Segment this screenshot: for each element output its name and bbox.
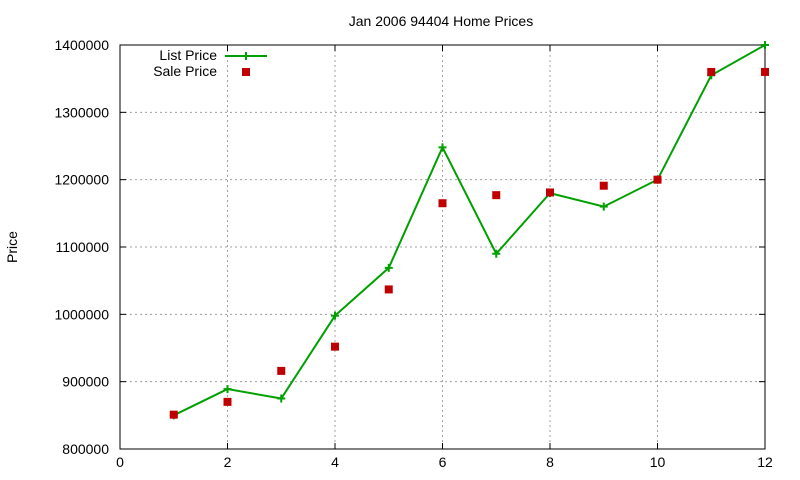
y-tick-label: 1200000 xyxy=(54,172,109,188)
x-tick-label: 4 xyxy=(331,454,339,470)
y-axis-title: Price xyxy=(4,231,20,263)
x-tick-label: 8 xyxy=(546,454,554,470)
y-tick-label: 1300000 xyxy=(54,104,109,120)
sale-price-point xyxy=(331,342,339,351)
y-tick-label: 1100000 xyxy=(56,239,110,255)
legend-label-sale-price: Sale Price xyxy=(153,63,217,79)
sale-price-point xyxy=(277,366,286,375)
y-tick-label: 800000 xyxy=(62,441,109,457)
list-price-point xyxy=(761,41,769,49)
sale-price-point xyxy=(438,199,447,208)
sale-price-point xyxy=(761,67,769,76)
gridlines xyxy=(120,45,765,449)
sale-price-point xyxy=(492,191,501,200)
list-price-point xyxy=(438,143,447,152)
axis-ticks xyxy=(119,44,766,450)
list-price-point xyxy=(492,249,501,258)
sale-price-point xyxy=(707,67,716,76)
legend: List Price Sale Price xyxy=(153,47,267,79)
sale-price-point xyxy=(384,285,393,294)
x-tick-label: 6 xyxy=(439,454,447,470)
x-tick-label: 12 xyxy=(757,454,773,470)
list-price-point xyxy=(277,394,286,403)
sale-price-point xyxy=(223,397,232,406)
x-tick-label: 10 xyxy=(650,454,666,470)
sale-price-point xyxy=(599,181,608,190)
y-tick-label: 1400000 xyxy=(54,37,109,53)
series-layer xyxy=(169,41,769,420)
x-tick-labels: 0 2 4 6 8 10 12 xyxy=(116,454,773,470)
list-price-point xyxy=(599,202,608,211)
legend-swatch-sale-price xyxy=(242,68,250,76)
y-tick-labels: 800000 900000 1000000 1100000 1200000 1300000… xyxy=(54,37,109,457)
sale-price-point xyxy=(546,188,554,197)
chart-title: Jan 2006 94404 Home Prices xyxy=(349,13,533,29)
legend-label-list-price: List Price xyxy=(159,47,217,63)
y-tick-label: 900000 xyxy=(62,374,109,390)
y-tick-label: 1000000 xyxy=(54,306,109,322)
series-list-price-line xyxy=(173,44,766,417)
x-tick-label: 0 xyxy=(116,454,124,470)
sale-price-point xyxy=(169,410,178,419)
list-price-point xyxy=(223,385,232,394)
sale-price-point xyxy=(653,175,662,184)
x-tick-label: 2 xyxy=(224,454,232,470)
list-price-point xyxy=(331,311,339,320)
list-price-point xyxy=(384,263,393,272)
